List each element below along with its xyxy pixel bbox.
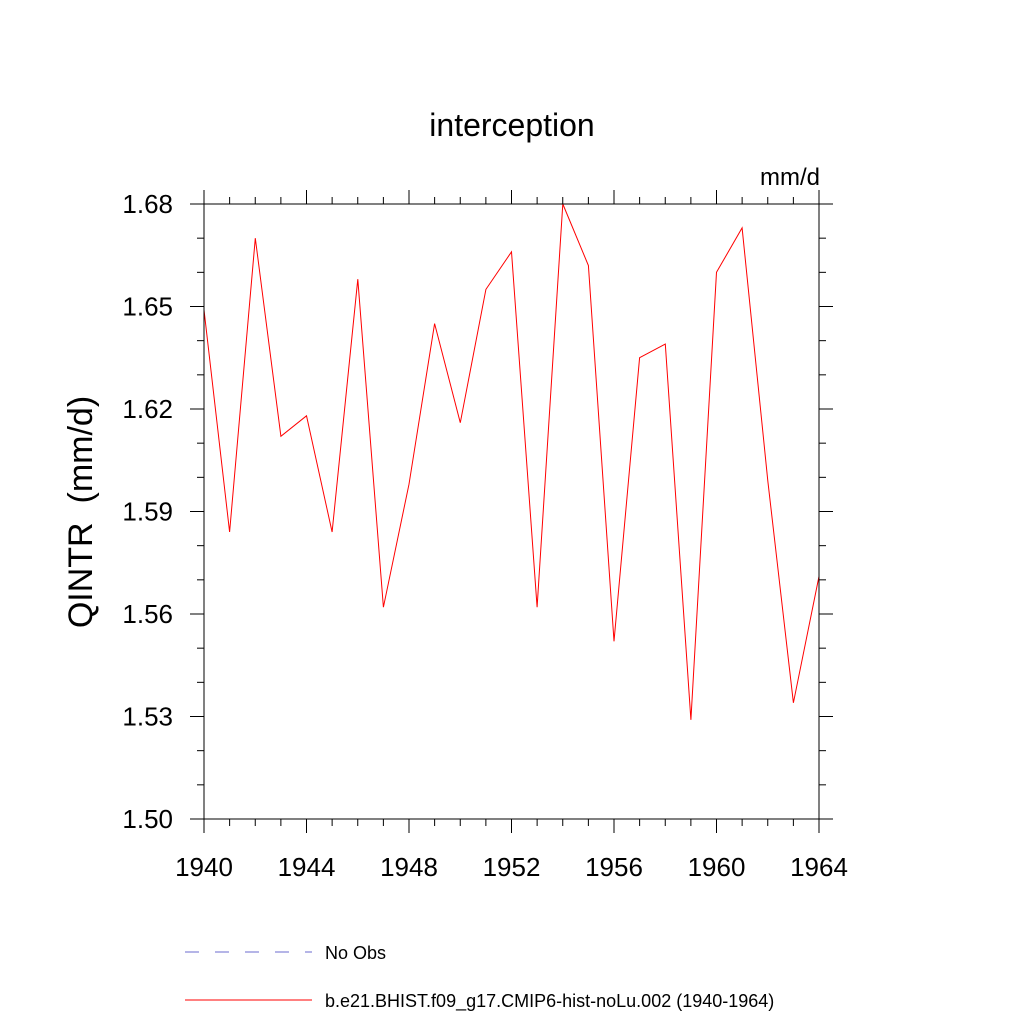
units-label: mm/d [760, 164, 820, 191]
data-point [535, 605, 539, 609]
x-tick-label: 1944 [278, 852, 336, 882]
x-tick-label: 1948 [380, 852, 438, 882]
x-tick-label: 1964 [790, 852, 848, 882]
data-point [228, 530, 232, 534]
x-tick-label: 1952 [483, 852, 541, 882]
legend: No Obs b.e21.BHIST.f09_g17.CMIP6-hist-noL… [185, 943, 774, 1012]
y-tick-label: 1.59 [122, 497, 173, 527]
data-point [689, 718, 693, 722]
data-point [510, 250, 514, 254]
y-tick-label: 1.50 [122, 804, 173, 834]
y-tick-label: 1.56 [122, 599, 173, 629]
data-point [612, 639, 616, 643]
y-tick-label: 1.53 [122, 702, 173, 732]
y-tick-label: 1.68 [122, 189, 173, 219]
data-point [791, 701, 795, 705]
data-point [484, 287, 488, 291]
legend-label: No Obs [325, 943, 386, 963]
data-point [586, 264, 590, 268]
data-point [407, 482, 411, 486]
data-point [381, 605, 385, 609]
data-point [253, 236, 257, 240]
data-point [663, 342, 667, 346]
x-tick-label: 1940 [175, 852, 233, 882]
data-point [715, 270, 719, 274]
x-tick-label: 1960 [688, 852, 746, 882]
plot-frame [203, 203, 820, 820]
y-tick-label: 1.65 [122, 292, 173, 322]
data-point [638, 356, 642, 360]
series-line [203, 203, 820, 720]
chart-title: interception [429, 107, 594, 143]
y-tick-label: 1.62 [122, 394, 173, 424]
data-point [330, 530, 334, 534]
y-axis-label: QINTR (mm/d) [62, 396, 100, 628]
data-point [433, 322, 437, 326]
axis-ticks: 1940 1944 1948 1952 1956 1960 1964 1.50 1.53 1.56… [122, 189, 848, 882]
data-series [203, 203, 820, 722]
legend-label: b.e21.BHIST.f09_g17.CMIP6-hist-noLu.002 … [325, 991, 774, 1012]
data-point [458, 421, 462, 425]
data-point [356, 277, 360, 281]
data-point [740, 226, 744, 230]
x-tick-label: 1956 [585, 852, 643, 882]
data-point [305, 414, 309, 418]
data-point [279, 434, 283, 438]
data-point [766, 479, 770, 483]
